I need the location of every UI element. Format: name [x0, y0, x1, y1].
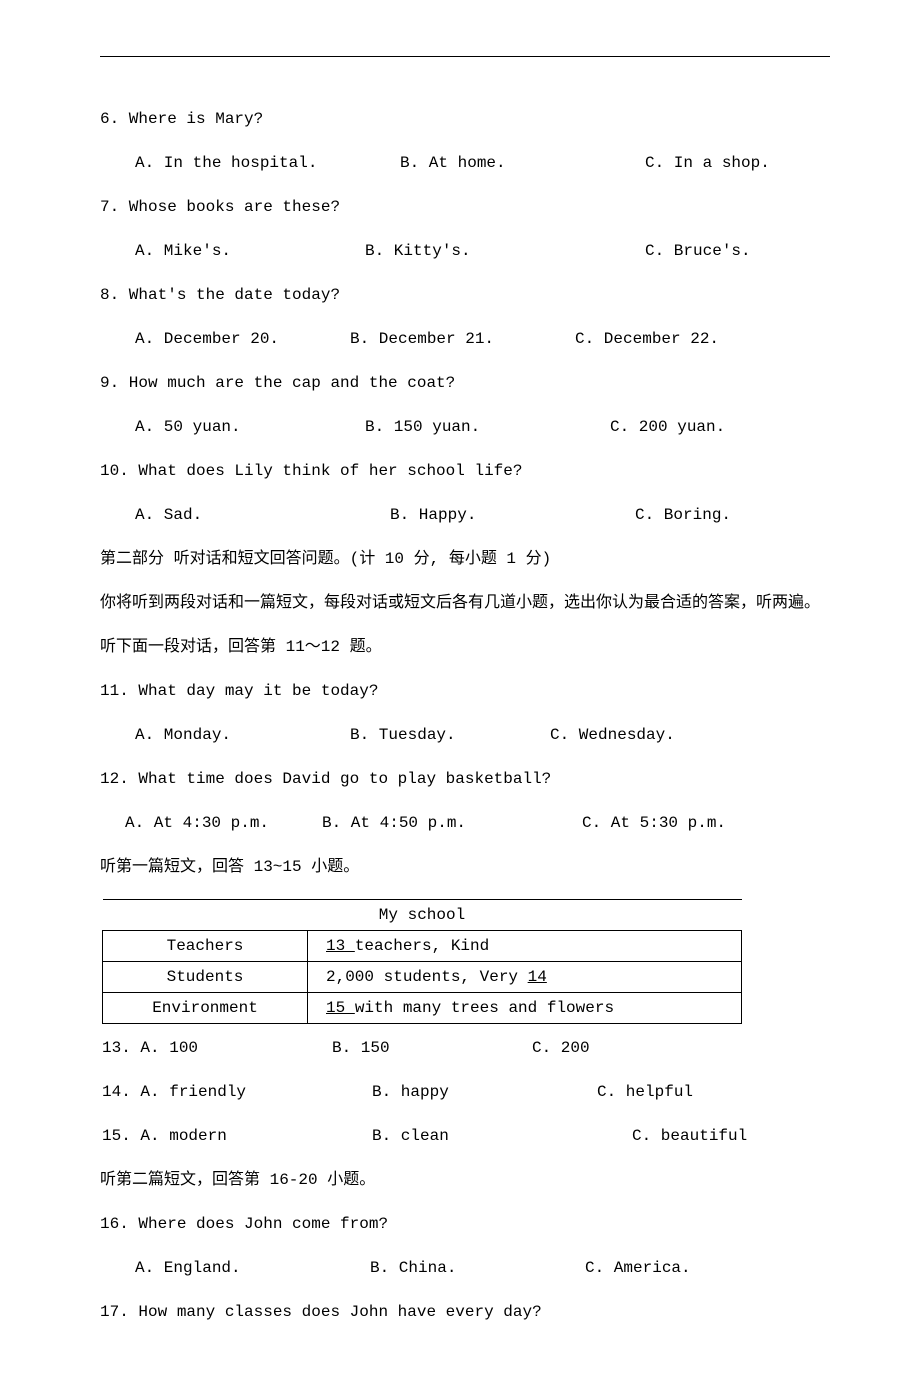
question-text: 8. What's the date today? [100, 283, 830, 307]
option: C. Bruce's. [645, 239, 751, 263]
question-block: 16. Where does John come from? A. England… [100, 1212, 830, 1324]
option: B. At home. [400, 151, 645, 175]
question-text: 12. What time does David go to play bask… [100, 767, 830, 791]
option-row: A. 50 yuan.B. 150 yuan.C. 200 yuan. [135, 415, 830, 439]
option-row: 14. A. friendlyB. happyC. helpful [102, 1080, 830, 1104]
table-title: My school [103, 900, 742, 931]
option: C. In a shop. [645, 151, 770, 175]
option: B. Happy. [390, 503, 635, 527]
option-row: A. Mike's.B. Kitty's.C. Bruce's. [135, 239, 830, 263]
document-page: 6. Where is Mary?A. In the hospital.B. A… [0, 0, 920, 1384]
question-text: 9. How much are the cap and the coat? [100, 371, 830, 395]
option: C. At 5:30 p.m. [582, 811, 726, 835]
option: B. 150 yuan. [365, 415, 610, 439]
question-block: 6. Where is Mary? A. In the hospital.B. A… [100, 107, 830, 527]
table-cell-value: 15 with many trees and flowers [308, 993, 742, 1024]
table-cell-label: Environment [103, 993, 308, 1024]
question-text: 11. What day may it be today? [100, 679, 830, 703]
option: B. Tuesday. [350, 723, 550, 747]
part2-sub3: 听第二篇短文，回答第 16-20 小题。 [100, 1168, 830, 1192]
table-cell-label: Teachers [103, 931, 308, 962]
table-cell-label: Students [103, 962, 308, 993]
table-cell-value: 2,000 students, Very 14 [308, 962, 742, 993]
table-row: Teachers 13 teachers, Kind [103, 931, 742, 962]
option: C. America. [585, 1256, 691, 1280]
option-row: A. Monday.B. Tuesday.C. Wednesday. [135, 723, 830, 747]
option: B. At 4:50 p.m. [322, 811, 582, 835]
question-block: 11. What day may it be today?A. Monday.B… [100, 679, 830, 835]
option: B. December 21. [350, 327, 575, 351]
option: A. At 4:30 p.m. [125, 811, 322, 835]
option-row: A. In the hospital.B. At home.C. In a sh… [135, 151, 830, 175]
option: B. clean [372, 1124, 632, 1148]
option-row: A. At 4:30 p.m.B. At 4:50 p.m.C. At 5:30… [125, 811, 830, 835]
option: A. 50 yuan. [135, 415, 365, 439]
option: A. December 20. [135, 327, 350, 351]
table-row: Students2,000 students, Very 14 [103, 962, 742, 993]
option-row: A. December 20.B. December 21.C. Decembe… [135, 327, 830, 351]
option-row: 15. A. modernB. cleanC. beautiful [102, 1124, 830, 1148]
part2-sub1: 听下面一段对话，回答第 11～12 题。 [100, 635, 830, 659]
table-cell-value: 13 teachers, Kind [308, 931, 742, 962]
option: C. helpful [597, 1080, 693, 1104]
table-row: Environment 15 with many trees and flowe… [103, 993, 742, 1024]
option: C. Wednesday. [550, 723, 675, 747]
option: 15. A. modern [102, 1124, 372, 1148]
option: 13. A. 100 [102, 1036, 332, 1060]
option: C. 200 yuan. [610, 415, 725, 439]
question-block: 13. A. 100B. 150C. 20014. A. friendlyB. … [100, 1036, 830, 1148]
option: C. beautiful [632, 1124, 747, 1148]
question-text: 6. Where is Mary? [100, 107, 830, 131]
part2-intro: 你将听到两段对话和一篇短文，每段对话或短文后各有几道小题，选出你认为最合适的答案… [100, 591, 830, 615]
option: A. Sad. [135, 503, 390, 527]
option: B. happy [372, 1080, 597, 1104]
my-school-table: My school Teachers 13 teachers, KindStud… [102, 899, 742, 1024]
option: A. Mike's. [135, 239, 365, 263]
option: A. England. [135, 1256, 370, 1280]
question-text: 7. Whose books are these? [100, 195, 830, 219]
part2-sub2: 听第一篇短文，回答 13~15 小题。 [100, 855, 830, 879]
option: B. Kitty's. [365, 239, 645, 263]
option-row: A. England.B. China.C. America. [135, 1256, 830, 1280]
part2-heading: 第二部分 听对话和短文回答问题。(计 10 分, 每小题 1 分) [100, 547, 830, 571]
top-rule [100, 56, 830, 57]
option-row: 13. A. 100B. 150C. 200 [102, 1036, 830, 1060]
option: C. 200 [532, 1036, 590, 1060]
option: C. Boring. [635, 503, 731, 527]
question-text: 10. What does Lily think of her school l… [100, 459, 830, 483]
option: C. December 22. [575, 327, 719, 351]
option: A. Monday. [135, 723, 350, 747]
option-row: A. Sad.B. Happy.C. Boring. [135, 503, 830, 527]
option: B. 150 [332, 1036, 532, 1060]
option: B. China. [370, 1256, 585, 1280]
option: A. In the hospital. [135, 151, 400, 175]
question-text: 16. Where does John come from? [100, 1212, 830, 1236]
option: 14. A. friendly [102, 1080, 372, 1104]
question-text: 17. How many classes does John have ever… [100, 1300, 830, 1324]
